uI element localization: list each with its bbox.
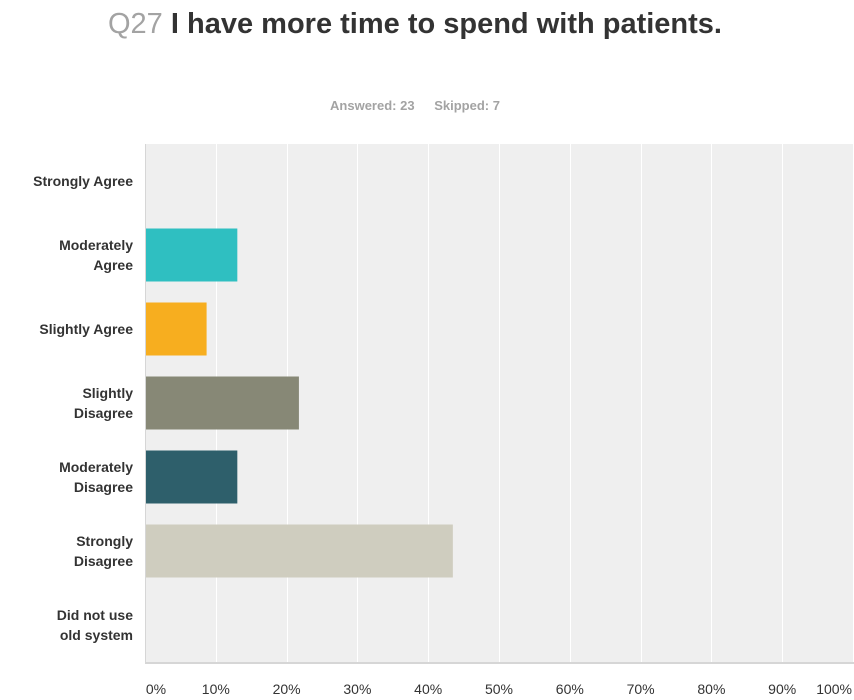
x-tick-label: 100% — [816, 681, 852, 697]
category-label: Disagree — [74, 479, 133, 495]
category-label: Moderately — [59, 459, 133, 475]
answered-count: Answered: 23 — [330, 98, 415, 113]
category-label: Slightly — [82, 385, 133, 401]
question-number: Q27 — [108, 8, 163, 40]
bar — [146, 228, 238, 282]
response-summary: Answered: 23 Skipped: 7 — [0, 98, 830, 113]
category-label: Moderately — [59, 237, 133, 253]
x-tick-label: 20% — [273, 681, 301, 697]
chart-title: Q27 I have more time to spend with patie… — [0, 6, 830, 42]
bar — [146, 376, 299, 430]
bar — [146, 450, 238, 504]
category-label: Strongly — [76, 533, 133, 549]
x-tick-label: 70% — [627, 681, 655, 697]
category-label: old system — [60, 627, 133, 643]
category-label: Strongly Agree — [33, 173, 133, 189]
x-tick-label: 40% — [414, 681, 442, 697]
category-label: Slightly Agree — [39, 321, 133, 337]
category-label: Did not use — [57, 607, 133, 623]
x-tick-label: 60% — [556, 681, 584, 697]
category-label: Disagree — [74, 405, 133, 421]
bar — [146, 524, 453, 578]
x-tick-label: 30% — [343, 681, 371, 697]
skipped-count: Skipped: 7 — [434, 98, 500, 113]
bar — [146, 302, 207, 356]
category-label: Agree — [93, 257, 133, 273]
x-tick-label: 10% — [202, 681, 230, 697]
question-text: I have more time to spend with patients. — [170, 8, 722, 40]
x-tick-label: 80% — [697, 681, 725, 697]
x-tick-label: 50% — [485, 681, 513, 697]
category-label: Disagree — [74, 553, 133, 569]
x-tick-label: 90% — [768, 681, 796, 697]
x-tick-label: 0% — [146, 681, 166, 697]
